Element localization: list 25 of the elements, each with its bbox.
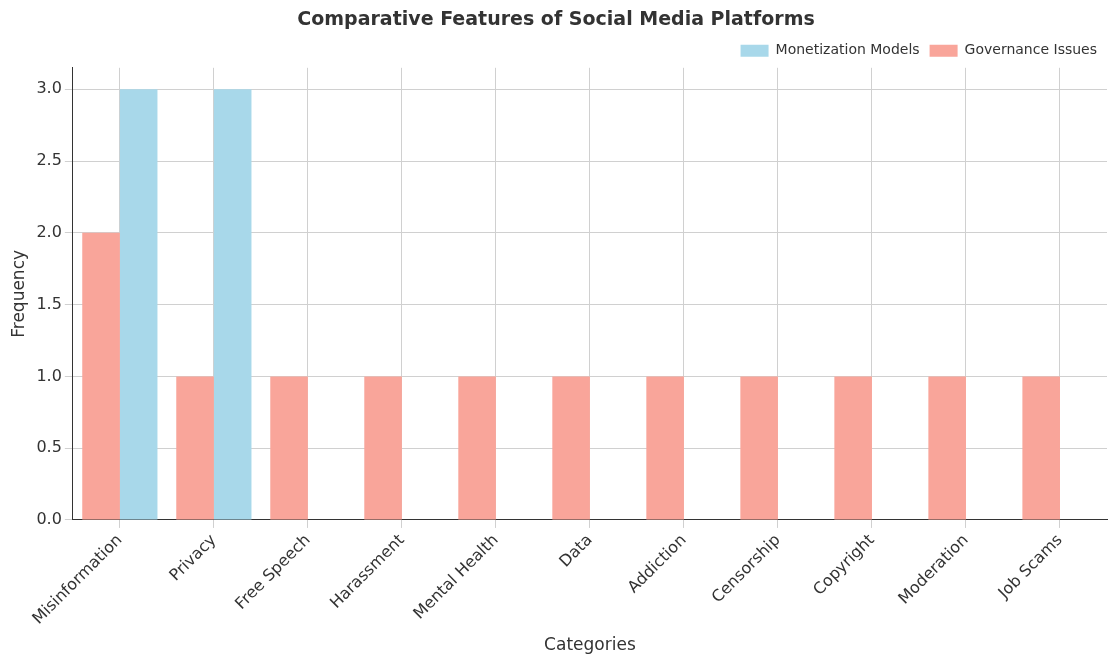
bar: [928, 376, 966, 520]
y-tick-label: 1.5: [36, 293, 62, 313]
chart-title: Comparative Features of Social Media Platforms: [297, 7, 815, 30]
bar: [82, 232, 120, 520]
bar: [740, 376, 778, 520]
legend-label: Monetization Models: [775, 41, 920, 58]
y-tick-label: 0.5: [36, 437, 62, 457]
bar: [458, 376, 496, 520]
y-tick-label: 3.0: [36, 78, 62, 98]
bar: [834, 376, 872, 520]
bar: [270, 376, 308, 520]
bar: [119, 89, 158, 520]
bar: [213, 89, 252, 520]
x-axis-title: Categories: [544, 634, 636, 655]
legend-label: Governance Issues: [964, 41, 1097, 58]
bar: [176, 376, 214, 520]
y-tick-label: 2.0: [36, 222, 62, 242]
bar: [646, 376, 684, 520]
y-tick-label: 0.0: [36, 509, 62, 529]
y-axis-title: Frequency: [7, 249, 28, 338]
bar: [552, 376, 590, 520]
y-tick-label: 2.5: [36, 150, 62, 170]
bar: [1022, 376, 1060, 520]
bar: [364, 376, 402, 520]
y-tick-label: 1.0: [36, 365, 62, 385]
